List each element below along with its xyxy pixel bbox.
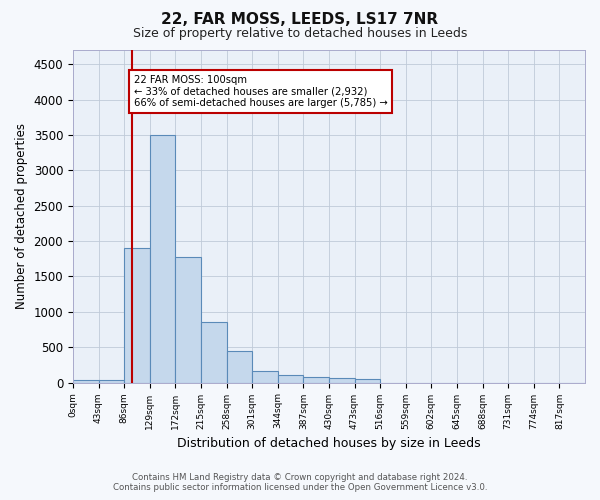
X-axis label: Distribution of detached houses by size in Leeds: Distribution of detached houses by size … (177, 437, 481, 450)
Bar (355, 378, 380, 382)
Bar (73, 380, 98, 382)
Bar (175, 256, 201, 382)
Text: 22, FAR MOSS, LEEDS, LS17 7NR: 22, FAR MOSS, LEEDS, LS17 7NR (161, 12, 439, 28)
Bar (227, 350, 252, 382)
Bar (304, 378, 329, 382)
Bar (329, 378, 355, 382)
Text: Contains HM Land Registry data © Crown copyright and database right 2024.
Contai: Contains HM Land Registry data © Crown c… (113, 473, 487, 492)
Bar (278, 376, 304, 382)
Text: Size of property relative to detached houses in Leeds: Size of property relative to detached ho… (133, 28, 467, 40)
Bar (150, 135, 175, 382)
Bar (252, 371, 278, 382)
Y-axis label: Number of detached properties: Number of detached properties (15, 124, 28, 310)
Bar (201, 322, 227, 382)
Text: 22 FAR MOSS: 100sqm
← 33% of detached houses are smaller (2,932)
66% of semi-det: 22 FAR MOSS: 100sqm ← 33% of detached ho… (134, 75, 388, 108)
Bar (98, 380, 124, 382)
Bar (124, 248, 150, 382)
